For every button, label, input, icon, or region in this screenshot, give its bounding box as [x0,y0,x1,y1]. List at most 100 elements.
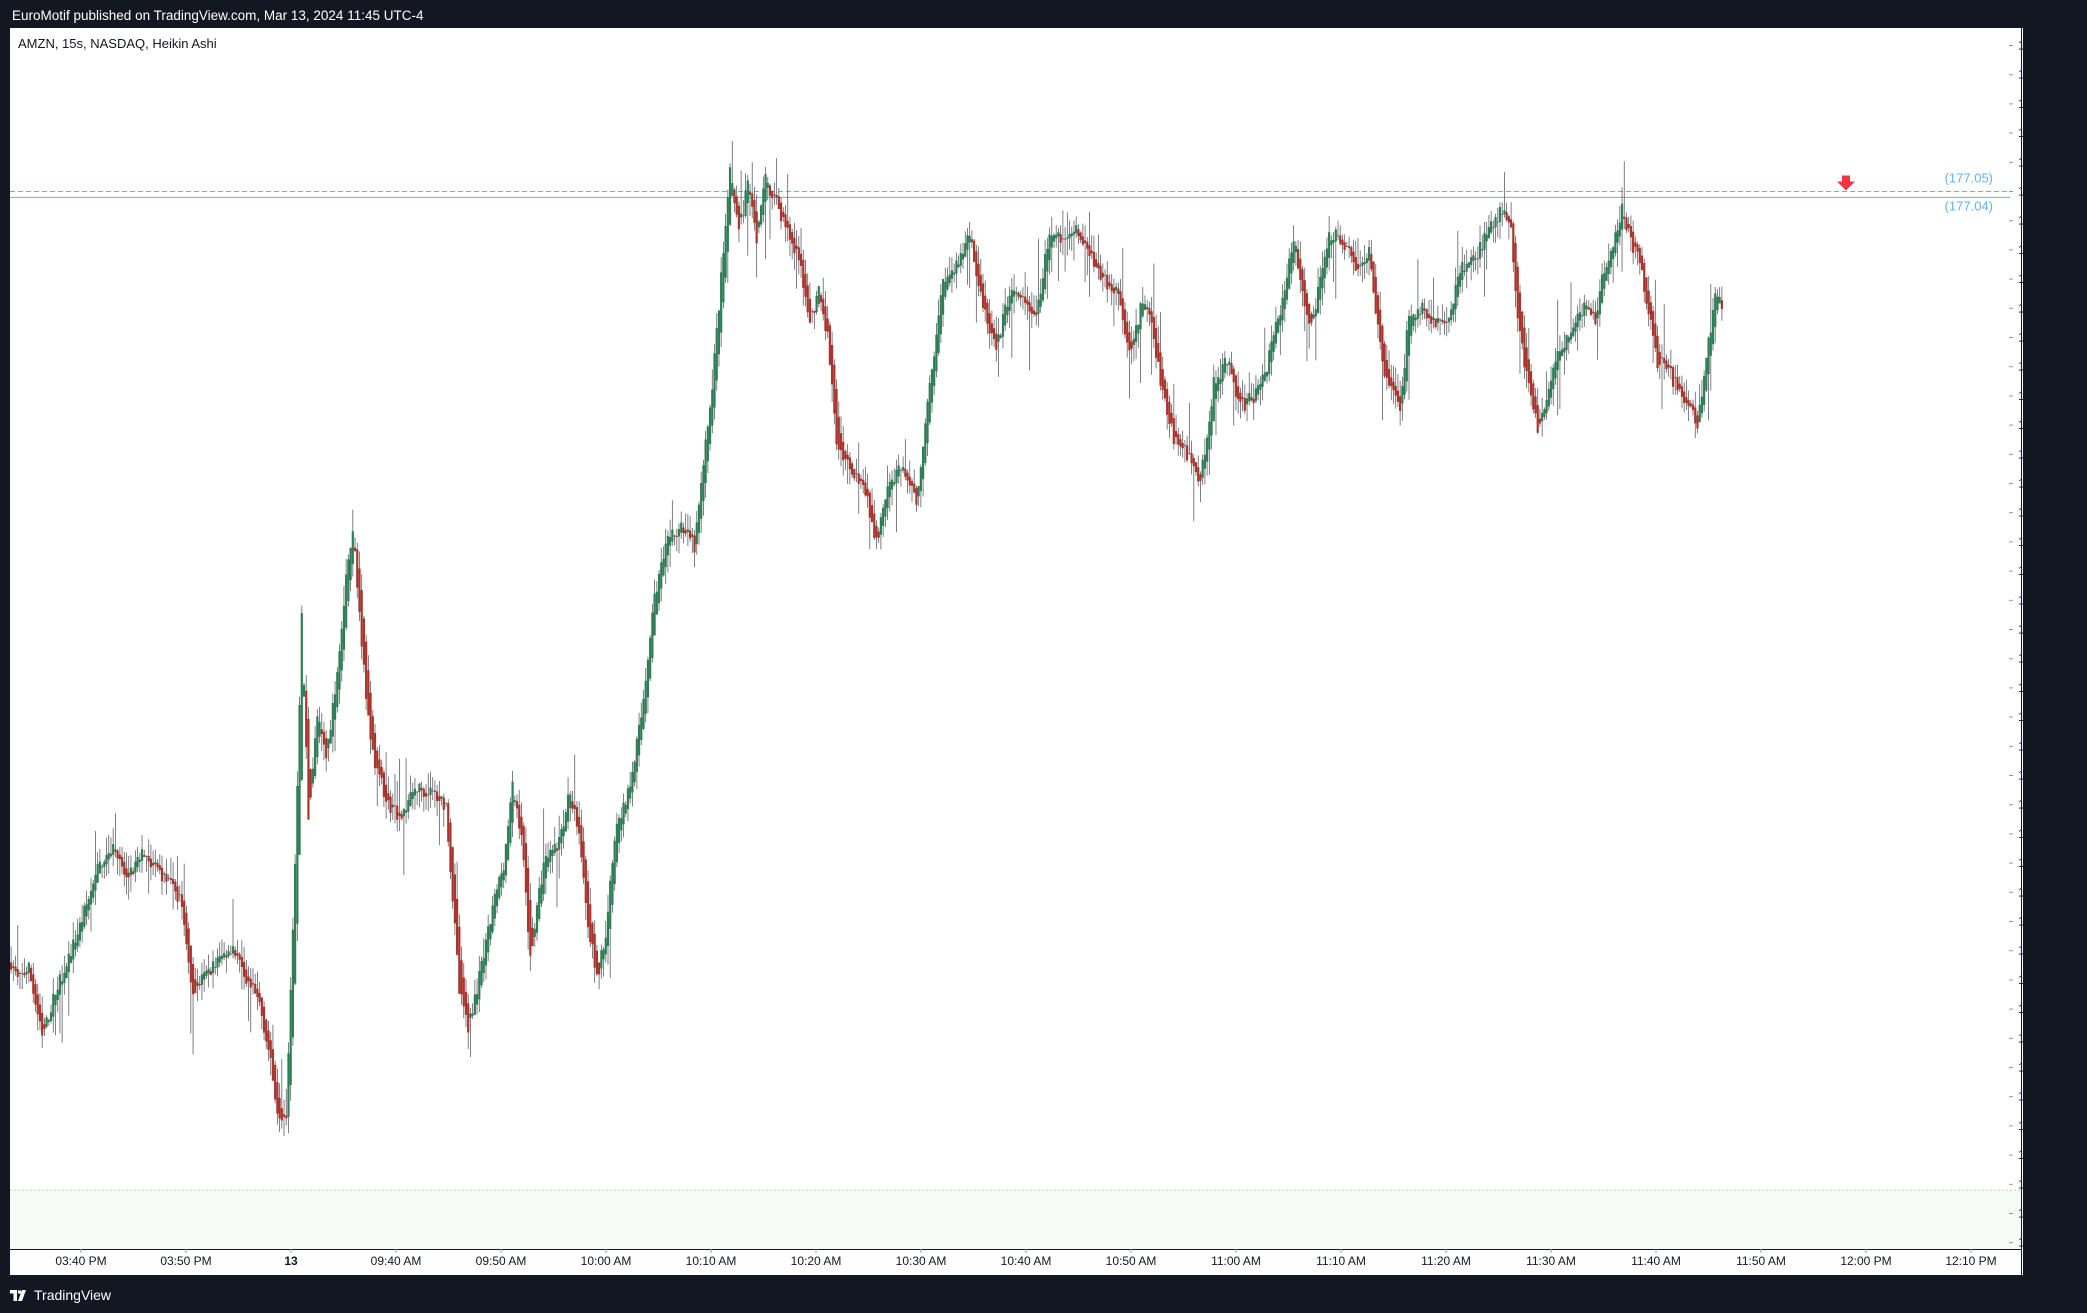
candle [1629,215,1633,252]
candle [1703,370,1706,412]
candle-body [1616,230,1619,243]
candle-body [1006,307,1009,316]
candle [708,404,712,451]
sell-arrow-icon[interactable] [1837,175,1855,191]
candle [1545,371,1548,420]
candle [444,802,448,808]
candle-body [1563,347,1566,353]
candle-body [984,295,987,310]
candle-body [795,245,798,249]
candle [866,473,869,508]
candle-body [229,953,232,955]
y-tick-label: 175.60 [2018,1031,2023,1045]
candle-body [385,784,388,802]
candle-body [1341,239,1344,245]
candle-body [1063,238,1067,240]
candle [882,504,885,537]
candle [1292,225,1295,271]
brand[interactable]: TradingView [10,1287,111,1303]
candle [449,818,452,880]
candle-body [1146,307,1149,310]
candle [1376,291,1380,339]
candle-body [154,861,157,865]
candle [926,398,929,456]
x-tick-label: 12:00 PM [1840,1254,1891,1268]
candle-body [1128,332,1131,351]
candle [191,956,195,1055]
candle-body [245,969,248,984]
candle [1700,379,1704,418]
candle [606,894,610,965]
candle [1110,274,1113,306]
candle-body [649,637,652,679]
candle-body [451,847,454,902]
candle-body [269,1040,272,1059]
candle-body [258,992,261,1003]
candle-body [456,898,459,955]
candle [562,809,565,849]
candle [757,219,760,234]
candle [580,809,583,863]
candle-body [1281,297,1284,321]
y-tick-label: 176.85 [2018,301,2023,315]
candle-body [369,692,372,740]
candle [76,919,79,953]
candle [1552,363,1555,406]
candle [768,183,772,240]
candle [1392,365,1395,405]
candle [853,468,856,482]
candle-body [937,315,940,353]
candle [78,916,81,948]
candle-body [1370,253,1373,270]
candle [1620,187,1624,272]
candle [242,947,246,990]
candle [713,344,716,420]
candle [307,707,310,820]
candle-body [926,401,929,444]
candle [921,446,925,497]
candle-body [711,389,714,426]
candle-body [1638,248,1641,264]
candle [751,162,754,219]
candle [325,730,328,772]
candle [1718,287,1721,304]
candle [928,375,931,425]
x-tick-label: 13 [284,1254,298,1268]
candle-body [296,785,299,924]
candle-body [387,793,390,801]
candle-body [1600,274,1604,303]
candle [322,721,326,761]
candle-body [300,613,303,780]
candle-body [149,858,153,868]
candle [1161,356,1164,400]
candle [846,444,849,484]
candle-body [1356,263,1360,270]
candle [129,855,133,892]
candle [957,255,960,269]
candle [791,228,794,260]
candle [12,960,15,981]
candle [1259,376,1262,406]
candle-body [107,852,110,860]
candle-body [957,264,960,268]
candle [1017,291,1020,301]
candle-body [1010,289,1013,304]
candle-body [302,684,306,697]
candle [1194,462,1198,476]
candle-body [1607,260,1610,274]
candle [145,855,148,872]
candle-body [234,950,237,957]
candle-body [1170,412,1173,424]
candle-body [1248,393,1251,402]
candle [1095,252,1098,269]
candle [919,464,922,508]
price-chart[interactable]: (177.05)(177.04) 177.30177.25177.20177.1… [10,28,2023,1275]
candle-body [1525,347,1528,372]
candle [564,808,567,833]
candle-body [1086,241,1089,249]
candle-body [78,922,81,941]
candle-body [691,534,694,537]
candle-body [817,286,820,304]
candle-body [1106,274,1109,290]
candle-body [1578,312,1581,321]
